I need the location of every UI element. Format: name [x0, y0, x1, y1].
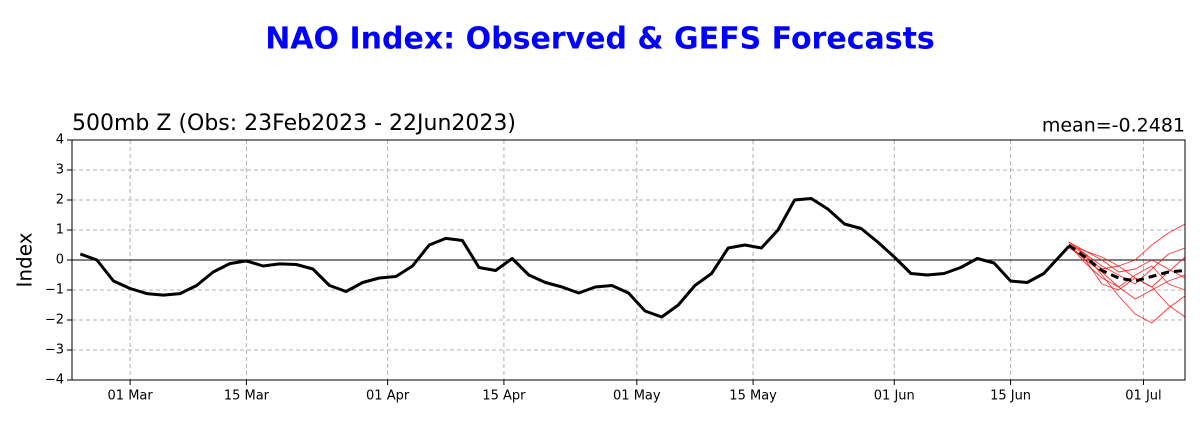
y-tick-label: 2	[56, 193, 64, 208]
chart-subtitle: 500mb Z (Obs: 23Feb2023 - 22Jun2023)	[72, 111, 516, 136]
plot-frame	[71, 139, 1186, 381]
y-tick-label: 4	[56, 133, 64, 148]
y-tick-label: 0	[56, 253, 64, 268]
forecast-mean-line	[1067, 243, 1186, 283]
observed-line	[79, 197, 1070, 319]
x-tick-label: 15 May	[729, 389, 777, 404]
y-tick-label: −4	[45, 373, 64, 388]
x-tick-label: 15 Mar	[224, 389, 270, 404]
y-tick-label: −2	[45, 313, 64, 328]
mean-annotation: mean=-0.2481	[1042, 115, 1185, 137]
y-tick-label: 1	[56, 223, 64, 238]
ensemble-line	[1068, 241, 1186, 279]
x-tick-label: 15 Apr	[482, 389, 526, 404]
x-tick-label: 01 Jun	[874, 389, 915, 404]
y-tick-label: 3	[56, 163, 64, 178]
x-tick-label: 01 May	[613, 389, 661, 404]
ensemble-line	[1068, 244, 1186, 300]
chart-title: NAO Index: Observed & GEFS Forecasts	[265, 22, 935, 57]
y-tick-label: −3	[45, 343, 64, 358]
x-tick-label: 15 Jun	[990, 389, 1031, 404]
y-tick-label: −1	[45, 283, 64, 298]
ensemble-line	[1068, 247, 1186, 288]
x-tick-label: 01 Jul	[1125, 389, 1161, 404]
ensemble-line	[1068, 244, 1186, 324]
x-tick-label: 01 Apr	[366, 389, 410, 404]
ensemble-line	[1068, 244, 1186, 318]
y-axis-label: Index	[13, 232, 37, 287]
x-tick-label: 01 Mar	[108, 389, 154, 404]
